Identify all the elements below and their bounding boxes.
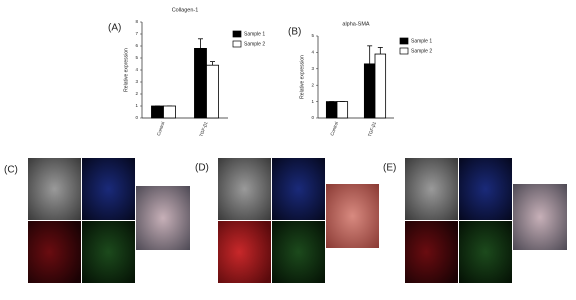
legend-label: Sample 2 — [411, 48, 432, 54]
y-tick-label: 4 — [135, 67, 138, 72]
y-tick-label: 0 — [311, 115, 314, 120]
green-image — [82, 221, 135, 283]
dapi-image — [82, 158, 135, 220]
panel-label: (C) — [4, 165, 18, 176]
merged-image — [326, 184, 379, 248]
phase-image — [405, 158, 458, 220]
micrographs-c — [28, 158, 190, 283]
legend-swatch — [399, 47, 409, 55]
y-tick-label: 4 — [311, 50, 314, 55]
x-tick-label: Control — [329, 121, 339, 136]
micrographs-e — [405, 158, 567, 283]
y-tick-label: 1 — [311, 99, 314, 104]
y-tick-label: 6 — [135, 43, 138, 48]
y-axis-label: Relative expression — [299, 55, 305, 99]
panel-label: (B) — [288, 27, 301, 38]
panel-label: (E) — [383, 163, 396, 174]
y-tick-label: 0 — [135, 115, 138, 120]
panel-label: (A) — [108, 23, 121, 34]
y-tick-label: 5 — [135, 55, 138, 60]
legend-label: Sample 1 — [244, 31, 265, 37]
legend-swatch — [232, 40, 242, 48]
y-tick-label: 5 — [311, 33, 314, 38]
phase-image — [28, 158, 81, 220]
x-tick-label: TGF-β1 — [367, 121, 377, 138]
micrographs-d — [218, 158, 379, 283]
bar — [325, 101, 338, 119]
y-tick-label: 2 — [311, 82, 314, 87]
y-tick-label: 3 — [135, 79, 138, 84]
y-tick-label: 3 — [311, 66, 314, 71]
legend-label: Sample 2 — [244, 41, 265, 47]
green-image — [272, 221, 325, 283]
red-image — [405, 221, 458, 283]
bar — [374, 53, 387, 119]
y-tick-label: 8 — [135, 19, 138, 24]
merged-image — [136, 186, 190, 250]
bar — [206, 64, 219, 119]
bar — [336, 101, 349, 119]
x-tick-label: Control — [156, 121, 166, 136]
legend-swatch — [232, 30, 242, 38]
red-image — [28, 221, 81, 283]
dapi-image — [459, 158, 512, 220]
y-tick-label: 2 — [135, 91, 138, 96]
chart-title: Collagen-1 — [172, 7, 199, 13]
merged-image — [513, 184, 567, 250]
red-image — [218, 221, 271, 283]
y-axis-label: Relative expression — [123, 48, 129, 92]
bar — [363, 63, 376, 119]
dapi-image — [272, 158, 325, 220]
x-tick-label: TGF-β1 — [199, 121, 209, 138]
bar — [194, 48, 207, 119]
legend-swatch — [399, 37, 409, 45]
panel-label: (D) — [195, 163, 209, 174]
legend-label: Sample 1 — [411, 38, 432, 44]
y-tick-label: 1 — [135, 103, 138, 108]
chart-title: alpha-SMA — [342, 21, 370, 27]
bar — [163, 105, 176, 119]
bar — [151, 105, 164, 119]
green-image — [459, 221, 512, 283]
y-tick-label: 7 — [135, 31, 138, 36]
phase-image — [218, 158, 271, 220]
